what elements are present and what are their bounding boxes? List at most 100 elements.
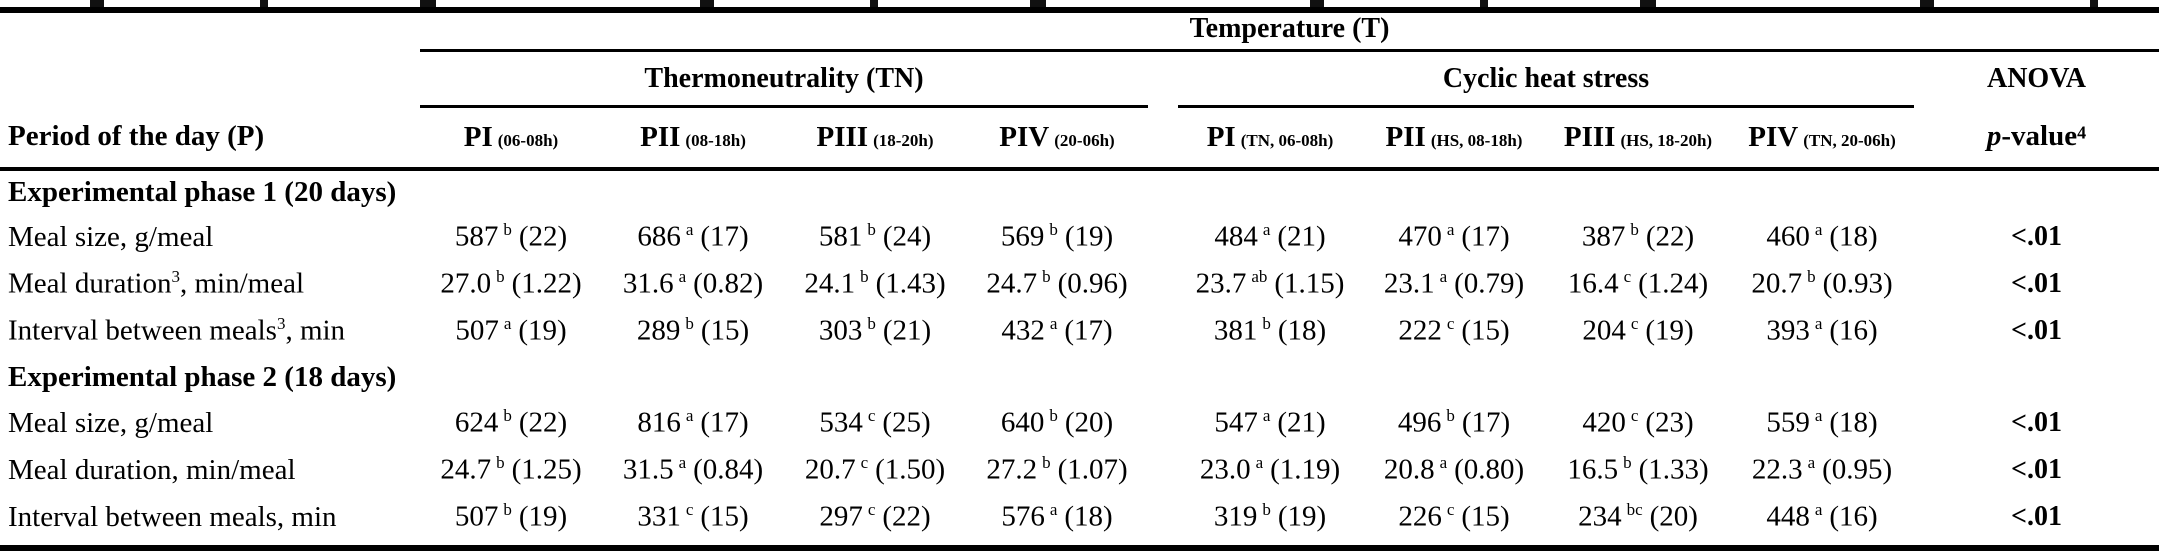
mean-value: 496 (1397, 406, 1442, 439)
standard-error: (15) (700, 500, 749, 533)
section-title: Experimental phase 1 (20 days) (8, 175, 397, 208)
value-cell: 534 c (25) (784, 400, 966, 447)
standard-error: (19) (1277, 500, 1327, 533)
mean-value: 16.4 (1567, 267, 1619, 300)
column-header-pii-tn: PII (08-18h) (602, 106, 784, 171)
p-value-cell: <.01 (2011, 315, 2062, 346)
row-label: Meal size, g/meal (8, 406, 214, 439)
standard-error: (25) (882, 406, 931, 439)
standard-error: (24) (882, 220, 932, 253)
significance-letter: a (1814, 500, 1823, 520)
group-gap (1148, 261, 1178, 308)
table-row: Meal size, g/meal 624 b (22) 816 a (17) 534 c (25… (0, 400, 2159, 447)
value-cell: 507 b (19) (420, 494, 602, 541)
value-cell: 507 a (19) (420, 308, 602, 355)
significance-letter: b (1049, 220, 1058, 240)
standard-error: (0.93) (1822, 267, 1893, 300)
standard-error: (18) (1829, 406, 1878, 439)
standard-error: (15) (1461, 500, 1510, 533)
standard-error: (16) (1829, 314, 1878, 347)
significance-letter: a (1049, 314, 1058, 334)
value-cell: 24.7 b (0.96) (966, 261, 1148, 308)
standard-error: (19) (518, 314, 567, 347)
value-cell: 387 b (22) (1546, 214, 1730, 261)
value-cell: 393 a (16) (1730, 308, 1914, 355)
mean-value: 31.5 (622, 453, 674, 486)
section-title: Experimental phase 2 (18 days) (8, 360, 397, 393)
mean-value: 420 (1582, 406, 1626, 439)
standard-error: (0.79) (1454, 267, 1525, 300)
mean-value: 507 (455, 314, 499, 347)
significance-letter: a (1049, 500, 1058, 520)
significance-letter: b (867, 220, 876, 240)
significance-letter: a (1255, 453, 1264, 473)
temperature-header-cell: Temperature (T) (420, 10, 2159, 52)
standard-error: (1.25) (511, 453, 582, 486)
mean-value: 22.3 (1751, 453, 1803, 486)
standard-error: (18) (1829, 220, 1878, 253)
significance-letter: a (1439, 453, 1448, 473)
mean-value: 624 (454, 406, 499, 439)
significance-letter: c (867, 500, 876, 520)
mean-value: 20.7 (804, 453, 856, 486)
table-row: Interval between meals3, min 507 a (19) 289 b… (0, 308, 2159, 355)
significance-letter: a (1814, 220, 1823, 240)
mean-value: 432 (1001, 314, 1045, 347)
value-cell: 16.5 b (1.33) (1546, 447, 1730, 494)
value-cell: 470 a (17) (1362, 214, 1546, 261)
standard-error: (17) (700, 220, 749, 253)
significance-letter: c (1446, 314, 1455, 334)
significance-letter: a (678, 453, 687, 473)
value-cell: 816 a (17) (602, 400, 784, 447)
significance-letter: a (503, 314, 512, 334)
significance-letter: c (867, 406, 876, 426)
empty-cell (0, 51, 420, 107)
value-cell: 31.6 a (0.82) (602, 261, 784, 308)
standard-error: (0.96) (1057, 267, 1128, 300)
standard-error: (1.19) (1270, 453, 1341, 486)
mean-value: 576 (1001, 500, 1045, 533)
mean-value: 303 (818, 314, 863, 347)
value-cell: 20.7 c (1.50) (784, 447, 966, 494)
mean-value: 331 (637, 500, 681, 533)
mean-value: 27.2 (986, 453, 1038, 486)
mean-value: 547 (1214, 406, 1258, 439)
value-cell: 23.1 a (0.79) (1362, 261, 1546, 308)
value-cell: 448 a (16) (1730, 494, 1914, 541)
significance-letter: b (496, 267, 505, 287)
group-gap (1148, 214, 1178, 261)
column-header-piii-hs: PIII (HS, 18-20h) (1546, 106, 1730, 171)
significance-letter: b (1262, 500, 1271, 520)
row-label: Interval between meals, min (8, 500, 337, 533)
p-value-cell: <.01 (2011, 268, 2062, 299)
value-cell: 624 b (22) (420, 400, 602, 447)
significance-letter: a (1262, 220, 1271, 240)
value-cell: 319 b (19) (1178, 494, 1362, 541)
mean-value: 448 (1766, 500, 1810, 533)
significance-letter: b (1630, 220, 1639, 240)
significance-letter: b (1049, 406, 1058, 426)
value-cell: 686 a (17) (602, 214, 784, 261)
empty-corner (0, 10, 420, 51)
significance-letter: b (503, 220, 512, 240)
value-cell: 24.7 b (1.25) (420, 447, 602, 494)
column-header-piii-tn: PIII (18-20h) (784, 106, 966, 171)
mean-value: 387 (1581, 220, 1626, 253)
group-gap (1148, 106, 1178, 171)
column-header-pi-tn: PI (06-08h) (420, 106, 602, 171)
value-cell: 303 b (21) (784, 308, 966, 355)
significance-letter: c (1446, 500, 1455, 520)
significance-letter: c (860, 453, 869, 473)
mean-value: 204 (1582, 314, 1626, 347)
standard-error: (0.80) (1454, 453, 1525, 486)
group-gap (1148, 447, 1178, 494)
standard-error: (22) (518, 220, 568, 253)
standard-error: (17) (1461, 220, 1510, 253)
group-cyclic-heat-stress: Cyclic heat stress (1178, 50, 1914, 108)
mean-value: 289 (636, 314, 681, 347)
standard-error: (1.24) (1638, 267, 1709, 300)
standard-error: (22) (882, 500, 931, 533)
value-cell: 289 b (15) (602, 308, 784, 355)
table-body: Experimental phase 1 (20 days) Meal size,… (0, 169, 2159, 541)
